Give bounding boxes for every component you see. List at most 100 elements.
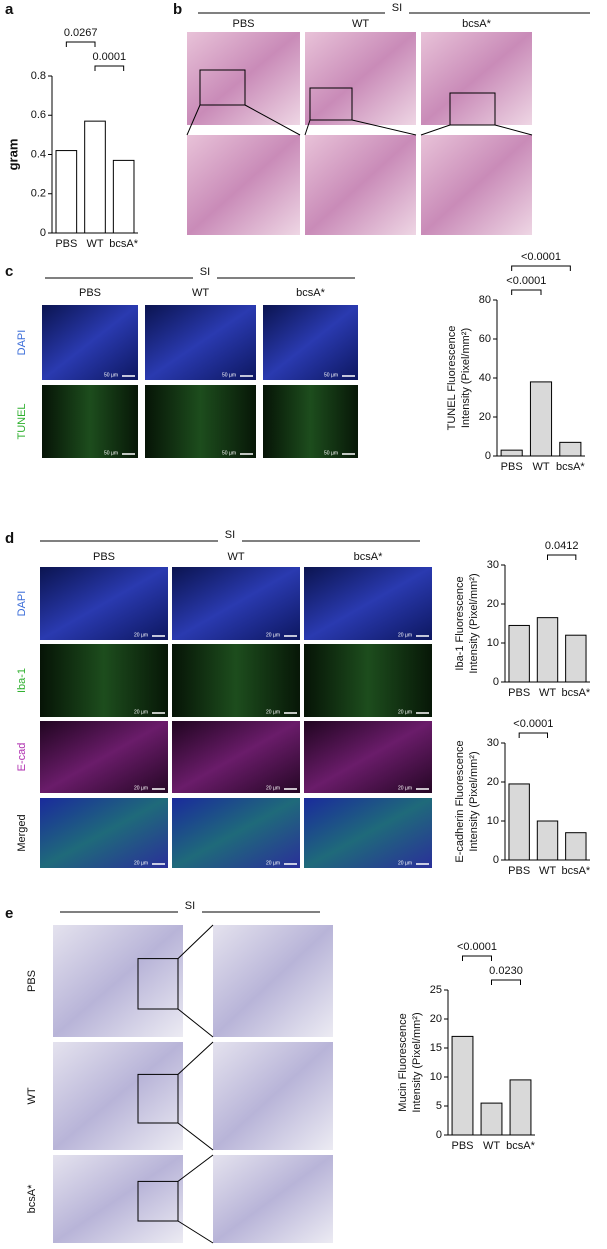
scale-bar-label: 20 µm bbox=[266, 709, 280, 715]
scale-bar-label: 20 µm bbox=[134, 632, 148, 638]
micrograph bbox=[263, 385, 358, 458]
panel-letter: e bbox=[5, 905, 13, 922]
micrograph bbox=[53, 1042, 183, 1150]
row-label: bcsA* bbox=[26, 1184, 38, 1213]
y-tick-label: 10 bbox=[487, 637, 499, 649]
y-tick-label: 0 bbox=[485, 450, 491, 462]
y-tick-label: 0.4 bbox=[31, 148, 46, 160]
rule bbox=[177, 1008, 214, 1038]
x-tick-label: PBS bbox=[508, 687, 530, 699]
bar bbox=[480, 1102, 503, 1136]
significance-bracket bbox=[511, 289, 542, 295]
panel-letter: b bbox=[173, 1, 182, 18]
micrograph bbox=[53, 1155, 183, 1243]
micrograph bbox=[421, 32, 532, 125]
panel-letter: d bbox=[5, 530, 14, 547]
rule bbox=[186, 104, 201, 136]
bar bbox=[559, 441, 582, 457]
micrograph bbox=[145, 385, 256, 458]
micrograph bbox=[187, 135, 300, 235]
column-label: bcsA* bbox=[354, 551, 383, 563]
x-tick-label: WT bbox=[539, 687, 556, 699]
scale-bar-label: 50 µm bbox=[222, 450, 236, 456]
y-tick-label: 0.6 bbox=[31, 109, 46, 121]
y-axis-label: Iba-1 Fluorescence bbox=[454, 576, 466, 670]
scale-bar-label: 20 µm bbox=[266, 632, 280, 638]
column-label: WT bbox=[227, 551, 244, 563]
scale-bar-label: 20 µm bbox=[134, 709, 148, 715]
y-tick-label: 10 bbox=[487, 815, 499, 827]
bar bbox=[565, 832, 587, 861]
rule bbox=[420, 124, 451, 136]
rule bbox=[177, 1122, 214, 1151]
row-label: E-cad bbox=[16, 743, 28, 772]
micrograph bbox=[187, 32, 300, 125]
y-axis-label: Mucin Fluorescence bbox=[397, 1013, 409, 1111]
zoom-box bbox=[199, 69, 246, 106]
micrograph bbox=[172, 567, 300, 640]
micrograph bbox=[305, 32, 416, 125]
y-axis-label: E-cadherin Fluorescence bbox=[454, 740, 466, 862]
column-label: WT bbox=[192, 287, 209, 299]
x-tick-label: bcsA* bbox=[506, 1140, 535, 1152]
x-tick-label: PBS bbox=[501, 461, 523, 473]
zoom-box bbox=[449, 92, 496, 126]
micrograph bbox=[40, 721, 168, 793]
x-tick-label: WT bbox=[483, 1140, 500, 1152]
p-value: <0.0001 bbox=[457, 941, 497, 953]
bar bbox=[529, 381, 553, 457]
y-axis-label: TUNEL Fluorescence bbox=[446, 326, 458, 431]
y-tick-label: 0 bbox=[493, 676, 499, 688]
micrograph bbox=[42, 305, 138, 380]
p-value: <0.0001 bbox=[506, 275, 546, 287]
rule bbox=[177, 924, 214, 959]
zoom-box bbox=[137, 958, 179, 1010]
y-tick-label: 0.2 bbox=[31, 188, 46, 200]
bar bbox=[509, 1079, 532, 1136]
zoom-box bbox=[309, 87, 353, 121]
column-label: PBS bbox=[79, 287, 101, 299]
x-tick-label: WT bbox=[539, 865, 556, 877]
bar bbox=[536, 617, 559, 683]
x-tick-label: bcsA* bbox=[109, 238, 138, 250]
column-label: PBS bbox=[93, 551, 115, 563]
row-label: DAPI bbox=[16, 330, 28, 356]
p-value: 0.0267 bbox=[64, 27, 98, 39]
region-label: SI bbox=[225, 529, 235, 541]
rule bbox=[177, 1220, 214, 1244]
y-tick-label: 30 bbox=[487, 559, 499, 571]
micrograph bbox=[145, 305, 256, 380]
micrograph bbox=[172, 644, 300, 717]
rule bbox=[494, 124, 533, 136]
significance-bracket bbox=[511, 265, 571, 271]
bar bbox=[508, 783, 530, 861]
micrograph bbox=[305, 135, 416, 235]
rule bbox=[244, 104, 301, 136]
bg bbox=[385, 2, 409, 16]
micrograph bbox=[172, 721, 300, 793]
region-label: SI bbox=[392, 2, 402, 14]
bg bbox=[193, 266, 217, 280]
micrograph bbox=[40, 644, 168, 717]
p-value: <0.0001 bbox=[521, 251, 561, 263]
micrograph bbox=[42, 385, 138, 458]
y-tick-label: 60 bbox=[479, 333, 491, 345]
scale-bar-label: 20 µm bbox=[398, 860, 412, 866]
y-tick-label: 20 bbox=[487, 776, 499, 788]
significance-bracket bbox=[94, 65, 125, 71]
y-axis-label: Intensity (Pixel/mm²) bbox=[411, 1012, 423, 1112]
x-tick-label: WT bbox=[532, 461, 549, 473]
rule bbox=[304, 119, 311, 136]
column-label: PBS bbox=[232, 18, 254, 30]
x-tick-label: PBS bbox=[451, 1140, 473, 1152]
scale-bar-label: 50 µm bbox=[104, 450, 118, 456]
bar bbox=[55, 150, 78, 234]
p-value: 0.0412 bbox=[545, 540, 579, 552]
column-label: bcsA* bbox=[462, 18, 491, 30]
y-axis-label: gram bbox=[5, 139, 20, 171]
scale-bar-label: 20 µm bbox=[266, 860, 280, 866]
y-tick-label: 0.8 bbox=[31, 70, 46, 82]
scale-bar-label: 20 µm bbox=[134, 785, 148, 791]
